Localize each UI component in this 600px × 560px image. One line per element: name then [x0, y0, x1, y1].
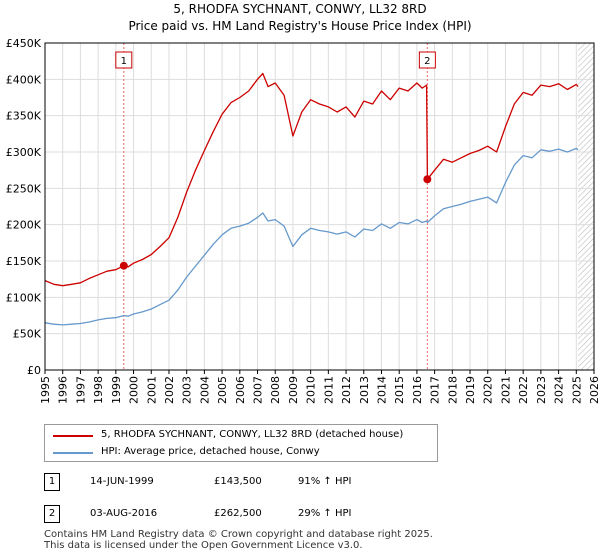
x-tick-label: 2013 — [358, 376, 371, 404]
x-tick-label: 2000 — [128, 376, 141, 404]
sale-marker-label: 1 — [121, 56, 127, 67]
transaction-row: 2 03-AUG-2016 £262,500 29% ↑ HPI — [0, 504, 600, 524]
x-tick-label: 2019 — [464, 376, 477, 404]
y-tick-label: £50K — [13, 328, 42, 341]
y-tick-label: £300K — [6, 146, 42, 159]
x-tick-label: 2014 — [375, 376, 388, 404]
x-tick-label: 2008 — [269, 376, 282, 404]
x-tick-label: 2022 — [517, 376, 530, 404]
sale-marker-badge — [115, 51, 133, 69]
sale-marker-label: 2 — [424, 56, 430, 67]
future-hatch-region — [578, 43, 594, 370]
transaction-row: 1 14-JUN-1999 £143,500 91% ↑ HPI — [0, 472, 600, 492]
y-tick-label: £100K — [6, 291, 42, 304]
transaction-date: 03-AUG-2016 — [90, 508, 158, 519]
x-tick-label: 2011 — [322, 376, 335, 404]
y-tick-label: £250K — [6, 182, 42, 195]
x-tick-label: 2001 — [145, 376, 158, 404]
x-tick-label: 1997 — [74, 376, 87, 404]
footer-line-licence: This data is licensed under the Open Gov… — [44, 540, 363, 551]
x-tick-label: 2007 — [252, 376, 265, 404]
plot-area — [45, 43, 594, 370]
x-tick-label: 1995 — [39, 376, 52, 404]
x-tick-label: 2004 — [198, 376, 211, 404]
x-tick-label: 2025 — [570, 376, 583, 404]
transaction-hpi-change: 91% ↑ HPI — [298, 476, 352, 487]
legend-label-hpi: HPI: Average price, detached house, Conw… — [101, 446, 320, 457]
legend: 5, RHODFA SYCHNANT, CONWY, LL32 8RD (det… — [44, 424, 438, 462]
x-tick-label: 2012 — [340, 376, 353, 404]
transaction-price: £262,500 — [214, 508, 262, 519]
property-price-line — [44, 72, 579, 287]
x-tick-label: 1998 — [92, 376, 105, 404]
x-tick-label: 2016 — [411, 376, 424, 404]
x-tick-label: 1996 — [57, 376, 70, 404]
transaction-price: £143,500 — [214, 476, 262, 487]
x-tick-label: 2015 — [393, 376, 406, 404]
legend-swatch-property — [53, 435, 93, 437]
footer: Contains HM Land Registry data © Crown c… — [44, 529, 433, 551]
price-chart: £0 £50K £100K £150K £200K £250K £300K £350K £400… — [6, 37, 600, 404]
x-tick-label: 2021 — [499, 376, 512, 404]
transaction-hpi-change: 29% ↑ HPI — [298, 508, 352, 519]
chart-title: 5, RHODFA SYCHNANT, CONWY, LL32 8RD — [173, 2, 427, 16]
y-tick-label: £150K — [6, 255, 42, 268]
x-tick-label: 2002 — [163, 376, 176, 404]
legend-swatch-hpi — [53, 452, 93, 454]
y-tick-label: £400K — [6, 73, 42, 86]
sale-point — [423, 175, 432, 184]
x-tick-label: 1999 — [110, 376, 123, 404]
x-tick-label: 2020 — [482, 376, 495, 404]
legend-label-property: 5, RHODFA SYCHNANT, CONWY, LL32 8RD (det… — [101, 429, 404, 440]
transaction-badge: 2 — [44, 505, 60, 523]
x-tick-label: 2023 — [535, 376, 548, 404]
hpi-line — [44, 147, 579, 326]
chart-subtitle: Price paid vs. HM Land Registry's House … — [128, 19, 472, 33]
x-tick-label: 2024 — [553, 376, 566, 404]
x-tick-label: 2003 — [181, 376, 194, 404]
x-tick-label: 2017 — [429, 376, 442, 404]
y-tick-label: £350K — [6, 110, 42, 123]
y-tick-label: £0 — [27, 364, 41, 377]
plot-border — [44, 42, 595, 371]
x-tick-label: 2018 — [446, 376, 459, 404]
sale-point — [119, 261, 128, 270]
x-tick-label: 2026 — [588, 376, 600, 404]
x-tick-label: 2009 — [287, 376, 300, 404]
x-tick-label: 2006 — [234, 376, 247, 404]
x-tick-label: 2010 — [305, 376, 318, 404]
sale-marker-badge — [418, 51, 436, 69]
transaction-badge: 1 — [44, 473, 60, 491]
y-tick-label: £200K — [6, 219, 42, 232]
footer-line-copyright: Contains HM Land Registry data © Crown c… — [44, 529, 433, 540]
y-tick-label: £450K — [6, 37, 42, 50]
transaction-date: 14-JUN-1999 — [90, 476, 154, 487]
x-tick-label: 2005 — [216, 376, 229, 404]
